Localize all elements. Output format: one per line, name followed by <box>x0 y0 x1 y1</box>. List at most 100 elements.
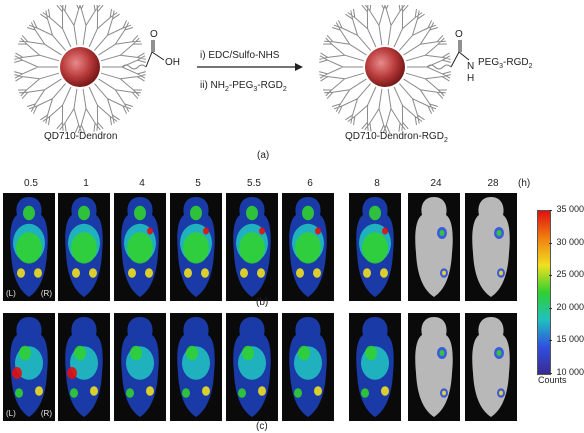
mouse-silhouette <box>472 197 510 297</box>
fluorescence-signal <box>147 227 153 235</box>
fluorescence-signal <box>294 388 302 398</box>
fluorescence-signal <box>238 388 246 398</box>
mouse-image-frame <box>58 313 110 421</box>
fluorescence-signal <box>314 386 322 396</box>
carbonyl-o-left: O <box>150 29 158 40</box>
time-point-label: 5.5 <box>247 178 261 189</box>
fluorescence-signal <box>19 345 31 361</box>
fluorescence-signal <box>190 205 202 221</box>
fluorescence-signal <box>259 227 265 235</box>
fluorescence-signal <box>296 268 304 278</box>
dendron-right-label: QD710-Dendron-RGD2 <box>345 131 448 144</box>
fluorescence-signal <box>363 268 371 278</box>
dendron-left-figure <box>14 5 146 134</box>
fluorescence-signal <box>240 268 248 278</box>
fluorescence-signal <box>130 345 142 361</box>
mouse-image-frame <box>114 193 166 301</box>
colorbar-tick-mark <box>549 373 552 374</box>
panel-a-caption: (a) <box>257 150 270 161</box>
mouse-image-frame <box>226 193 278 301</box>
fluorescence-signal <box>72 268 80 278</box>
mouse-silhouette <box>472 317 510 417</box>
colorbar-tick-label: 10 000 <box>556 367 584 377</box>
fluorescence-signal <box>380 268 388 278</box>
amide-h: H <box>467 73 475 84</box>
right-side-marker: (R) <box>40 289 52 298</box>
time-point-label: 8 <box>374 178 380 189</box>
fluorescence-signal <box>362 232 388 264</box>
left-side-marker: (L) <box>6 409 16 418</box>
fluorescence-signal <box>203 227 209 235</box>
fluorescence-signal <box>313 268 321 278</box>
fluorescence-signal <box>499 390 503 396</box>
fluorescence-signal <box>15 388 23 398</box>
time-point-label: 0.5 <box>24 178 38 189</box>
colorbar-tick-mark <box>549 275 552 277</box>
mouse-image-frame <box>282 193 334 301</box>
fluorescence-signal <box>134 205 146 221</box>
carboxyl-group <box>121 40 165 70</box>
fluorescence-signal <box>184 268 192 278</box>
fluorescence-signal <box>382 227 388 235</box>
mouse-image-frame <box>170 313 222 421</box>
fluorescence-signal <box>246 205 258 221</box>
fluorescence-signal <box>128 268 136 278</box>
colorbar-tick-mark <box>549 307 552 309</box>
fluorescence-signal <box>439 350 445 356</box>
fluorescence-signal <box>365 345 377 361</box>
fluorescence-signal <box>496 230 502 236</box>
mouse-image-frame <box>465 193 517 301</box>
mouse-image-frame <box>58 193 110 301</box>
fluorescence-signal <box>126 388 134 398</box>
fluorescence-signal <box>257 268 265 278</box>
fluorescence-signal <box>16 232 42 264</box>
fluorescence-signal <box>70 388 78 398</box>
fluorescence-signal <box>78 205 90 221</box>
mouse-image-frame <box>282 313 334 421</box>
fluorescence-signal <box>361 388 369 398</box>
fluorescence-signal <box>239 232 265 264</box>
colorbar-tick-label: 30 000 <box>556 236 584 247</box>
time-point-label: 24 <box>430 178 442 189</box>
mouse-image-frame <box>408 313 460 421</box>
colorbar-tick-label: 25 000 <box>556 269 584 280</box>
mouse-image-frame: (L) (R) <box>3 313 55 421</box>
time-point-label: 1 <box>83 178 89 189</box>
mouse-image-frame <box>408 193 460 301</box>
fluorescence-signal <box>23 205 35 221</box>
fluorescence-signal <box>442 270 446 276</box>
fluorescence-signal <box>439 230 445 236</box>
fluorescence-signal <box>35 386 43 396</box>
fluorescence-signal <box>242 345 254 361</box>
peg-rgd-label: PEG3-RGD2 <box>478 57 533 70</box>
fluorescence-signal <box>183 232 209 264</box>
time-unit-label: (h) <box>518 178 531 189</box>
fluorescence-signal <box>71 232 97 264</box>
fluorescence-signal <box>315 227 321 235</box>
time-point-label: 28 <box>487 178 499 189</box>
fluorescence-signal <box>67 367 77 379</box>
time-point-label: 5 <box>195 178 201 189</box>
time-point-label: 4 <box>139 178 145 189</box>
quantum-dot-core-left <box>60 47 100 87</box>
mouse-silhouette <box>415 197 453 297</box>
fluorescence-signal <box>295 232 321 264</box>
fluorescence-signal <box>186 345 198 361</box>
fluorescence-signal <box>202 386 210 396</box>
dendron-right-figure <box>319 5 451 134</box>
carbonyl-o-right: O <box>455 29 463 40</box>
panel-c-caption: (c) <box>256 421 268 432</box>
fluorescence-signal <box>442 390 446 396</box>
fluorescence-signal <box>90 386 98 396</box>
fluorescence-signal <box>34 268 42 278</box>
mouse-image-frame <box>465 313 517 421</box>
mouse-silhouette <box>415 317 453 417</box>
amide-group <box>426 40 470 70</box>
colorbar-title: Counts <box>538 375 567 385</box>
colorbar <box>537 210 551 375</box>
fluorescence-signal <box>146 386 154 396</box>
left-side-marker: (L) <box>6 289 16 298</box>
fluorescence-signal <box>302 205 314 221</box>
fluorescence-signal <box>12 367 22 379</box>
reaction-step-1: i) EDC/Sulfo-NHS <box>200 50 280 61</box>
